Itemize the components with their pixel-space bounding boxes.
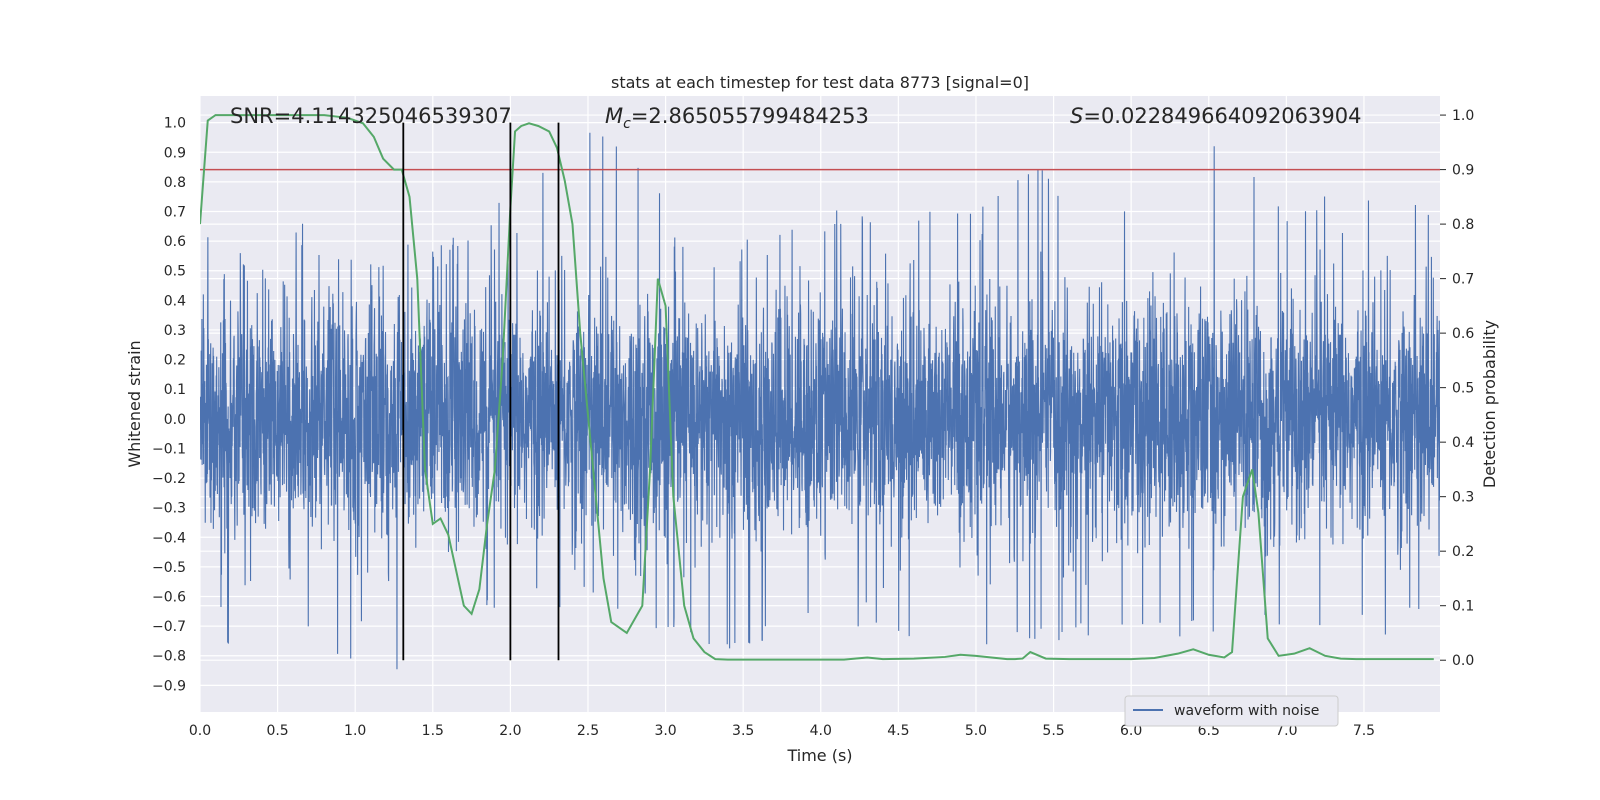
y-tick-label: 0.0 [164,412,186,428]
x-axis-label: Time (s) [786,746,852,765]
y-tick-label: 0.9 [164,145,186,161]
y2-tick-label: 0.4 [1452,435,1474,451]
y-tick-label: −0.1 [152,441,186,457]
x-tick-label: 1.5 [422,723,444,739]
y2-tick-label: 0.0 [1452,653,1474,669]
y-axis-label: Whitened strain [125,340,144,467]
y-tick-label: −0.8 [152,649,186,665]
x-tick-label: 4.5 [887,723,909,739]
s-symbol: S [1070,104,1083,128]
x-tick-label: 2.0 [499,723,521,739]
x-tick-label: 0.0 [189,723,211,739]
y2-tick-label: 0.7 [1452,272,1474,288]
y-tick-label: 0.6 [164,234,186,250]
y2-tick-label: 0.8 [1452,217,1474,233]
y-tick-label: −0.7 [152,619,186,635]
y2-tick-label: 0.9 [1452,163,1474,179]
y-tick-label: 0.2 [164,353,186,369]
y2-tick-label: 1.0 [1452,108,1474,124]
x-tick-label: 5.5 [1042,723,1064,739]
snr-annotation: SNR=4.114325046539307 [230,104,512,128]
y-tick-label: −0.2 [152,471,186,487]
legend-label: waveform with noise [1174,703,1319,719]
y2-tick-label: 0.5 [1452,381,1474,397]
y2-tick-label: 0.2 [1452,544,1474,560]
y2-axis-ticks: 0.0 0.1 0.2 0.3 0.4 0.5 0.6 0.7 0.8 0.9 1.0 [1440,108,1474,669]
x-tick-label: 3.5 [732,723,754,739]
y-tick-label: −0.6 [152,590,186,606]
y-tick-label: −0.5 [152,560,186,576]
x-tick-label: 4.0 [810,723,832,739]
mc-symbol: M [605,104,623,128]
y-tick-label: −0.3 [152,501,186,517]
x-tick-label: 5.0 [965,723,987,739]
mc-value: =2.865055799484253 [631,104,869,128]
s-value: =0.022849664092063904 [1083,104,1361,128]
y2-axis-label: Detection probability [1480,320,1499,488]
y-tick-label: 0.3 [164,323,186,339]
y-tick-label: 0.5 [164,264,186,280]
s-annotation: S=0.022849664092063904 [1070,104,1361,128]
chirp-mass-annotation: Mc=2.865055799484253 [605,104,869,132]
y-tick-label: −0.9 [152,678,186,694]
y-axis-ticks: −0.9 −0.8 −0.7 −0.6 −0.5 −0.4 −0.3 −0.2 −0.1 0.0 0… [152,116,186,695]
chart-canvas: 0.0 0.5 1.0 1.5 2.0 2.5 3.0 3.5 4.0 4.5 5.0 5.5 6.0 6… [0,0,1600,800]
y-tick-label: 0.8 [164,175,186,191]
y-tick-label: 0.4 [164,293,186,309]
x-tick-label: 3.0 [654,723,676,739]
x-tick-label: 2.5 [577,723,599,739]
legend: waveform with noise [1125,696,1338,726]
y-tick-label: 1.0 [164,116,186,132]
x-tick-label: 7.5 [1353,723,1375,739]
x-tick-label: 0.5 [266,723,288,739]
x-tick-label: 1.0 [344,723,366,739]
chart-title: stats at each timestep for test data 877… [611,73,1029,92]
y-tick-label: 0.7 [164,205,186,221]
y2-tick-label: 0.6 [1452,326,1474,342]
y-tick-label: 0.1 [164,382,186,398]
y2-tick-label: 0.3 [1452,490,1474,506]
y-tick-label: −0.4 [152,530,186,546]
y2-tick-label: 0.1 [1452,599,1474,615]
